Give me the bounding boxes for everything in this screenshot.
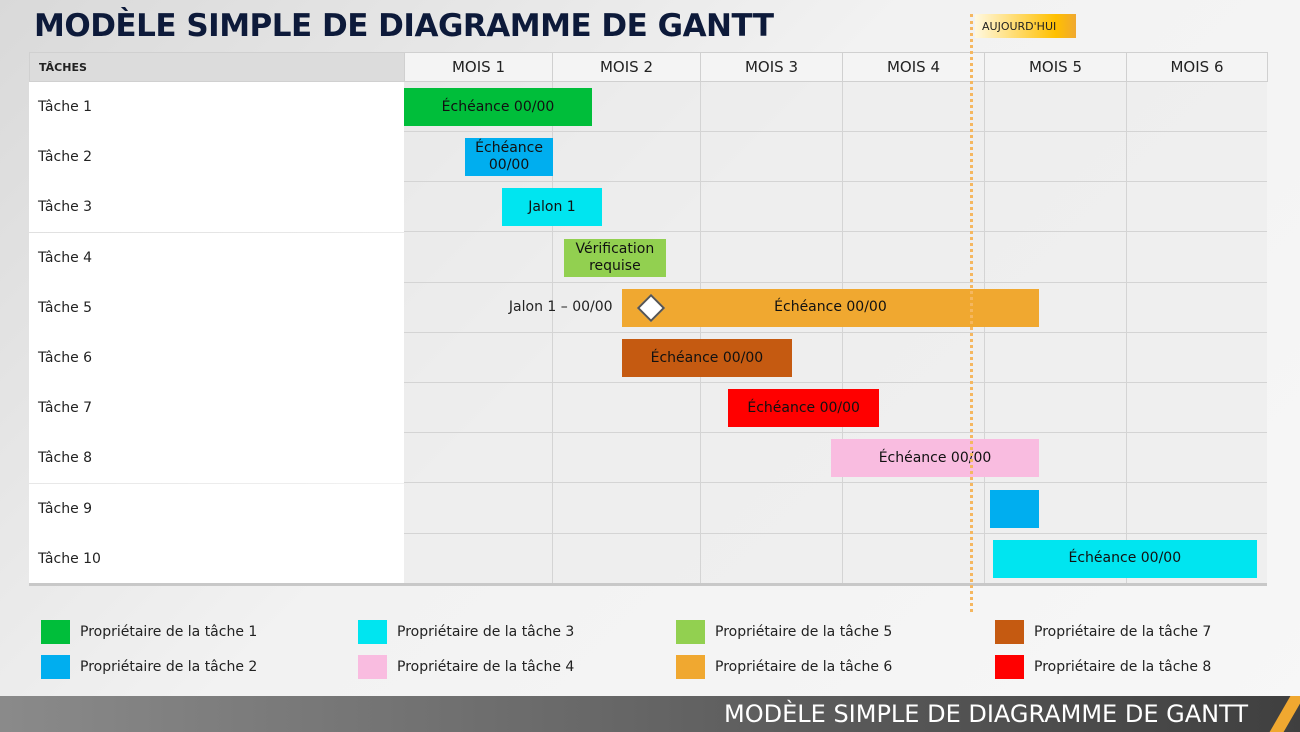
task-bar[interactable]: Vérification requise: [563, 238, 666, 277]
tasks-header: TÂCHES: [29, 52, 405, 82]
task-bar[interactable]: Jalon 1: [501, 188, 603, 227]
legend-label: Propriétaire de la tâche 2: [80, 659, 258, 675]
month-header: MOIS 1: [404, 52, 553, 82]
legend-swatch: [995, 655, 1024, 679]
accent-slash: [1269, 696, 1300, 732]
month-gridline: [700, 82, 701, 584]
legend-swatch: [676, 655, 705, 679]
page-title: MODÈLE SIMPLE DE DIAGRAMME DE GANTT: [34, 8, 774, 44]
legend-label: Propriétaire de la tâche 3: [397, 624, 575, 640]
task-bar[interactable]: Échéance 00/00: [992, 539, 1258, 578]
task-name: Tâche 3: [29, 182, 404, 233]
task-name: Tâche 10: [29, 533, 404, 584]
table-row: Tâche 1: [29, 82, 1267, 132]
table-row: Tâche 2: [29, 132, 1267, 183]
milestone-label: Jalon 1 – 00/00: [508, 298, 613, 315]
legend-label: Propriétaire de la tâche 1: [80, 624, 258, 640]
task-name: Tâche 9: [29, 483, 404, 534]
legend-label: Propriétaire de la tâche 4: [397, 659, 575, 675]
month-header: MOIS 6: [1126, 52, 1268, 82]
task-name: Tâche 5: [29, 282, 404, 333]
table-row: Tâche 9: [29, 483, 1267, 534]
task-bar[interactable]: Échéance 00/00: [404, 88, 592, 126]
today-line: [970, 14, 973, 612]
month-header: MOIS 5: [984, 52, 1127, 82]
legend-item: Propriétaire de la tâche 3: [358, 620, 574, 644]
legend-swatch: [676, 620, 705, 644]
table-row: Tâche 4: [29, 232, 1267, 283]
month-gridline: [1126, 82, 1127, 584]
table-row: Tâche 3: [29, 182, 1267, 233]
task-bar[interactable]: [989, 489, 1040, 528]
legend-swatch: [995, 620, 1024, 644]
legend-label: Propriétaire de la tâche 8: [1034, 659, 1212, 675]
legend-item: Propriétaire de la tâche 5: [676, 620, 892, 644]
footer-bar: MODÈLE SIMPLE DE DIAGRAMME DE GANTT: [0, 696, 1300, 732]
task-bar[interactable]: Échéance 00/00: [464, 138, 554, 177]
task-name: Tâche 6: [29, 333, 404, 383]
month-gridline: [842, 82, 843, 584]
task-name: Tâche 1: [29, 82, 404, 132]
table-row: Tâche 8: [29, 433, 1267, 484]
task-name: Tâche 2: [29, 132, 404, 183]
task-name: Tâche 4: [29, 232, 404, 283]
task-bar[interactable]: Échéance 00/00: [621, 339, 793, 377]
legend-item: Propriétaire de la tâche 2: [41, 655, 257, 679]
legend-label: Propriétaire de la tâche 6: [715, 659, 893, 675]
month-header: MOIS 4: [842, 52, 985, 82]
legend-item: Propriétaire de la tâche 8: [995, 655, 1211, 679]
month-gridline: [984, 82, 985, 584]
month-header: MOIS 2: [552, 52, 701, 82]
month-gridline: [552, 82, 553, 584]
today-label: AUJOURD'HUI: [975, 14, 1076, 38]
legend-swatch: [358, 655, 387, 679]
task-bar[interactable]: Échéance 00/00: [830, 439, 1040, 478]
legend-item: Propriétaire de la tâche 4: [358, 655, 574, 679]
table-row: Tâche 6: [29, 333, 1267, 383]
legend-swatch: [358, 620, 387, 644]
task-bar[interactable]: Échéance 00/00: [728, 389, 879, 428]
legend-item: Propriétaire de la tâche 6: [676, 655, 892, 679]
month-header: MOIS 3: [700, 52, 843, 82]
gantt-chart: TÂCHES MOIS 1 MOIS 2 MOIS 3 MOIS 4 MOIS 5 MOI…: [29, 52, 1268, 586]
legend-label: Propriétaire de la tâche 5: [715, 624, 893, 640]
task-bar[interactable]: Échéance 00/00: [621, 288, 1040, 327]
table-row: Tâche 10: [29, 533, 1267, 584]
table-row: Tâche 7: [29, 383, 1267, 434]
legend-swatch: [41, 655, 70, 679]
legend-item: Propriétaire de la tâche 7: [995, 620, 1211, 644]
task-name: Tâche 8: [29, 433, 404, 484]
legend-swatch: [41, 620, 70, 644]
legend-item: Propriétaire de la tâche 1: [41, 620, 257, 644]
table-bottom-border: [29, 583, 1267, 586]
task-name: Tâche 7: [29, 383, 404, 434]
legend-label: Propriétaire de la tâche 7: [1034, 624, 1212, 640]
table-row: Tâche 5: [29, 282, 1267, 333]
footer-title: MODÈLE SIMPLE DE DIAGRAMME DE GANTT: [724, 700, 1248, 728]
